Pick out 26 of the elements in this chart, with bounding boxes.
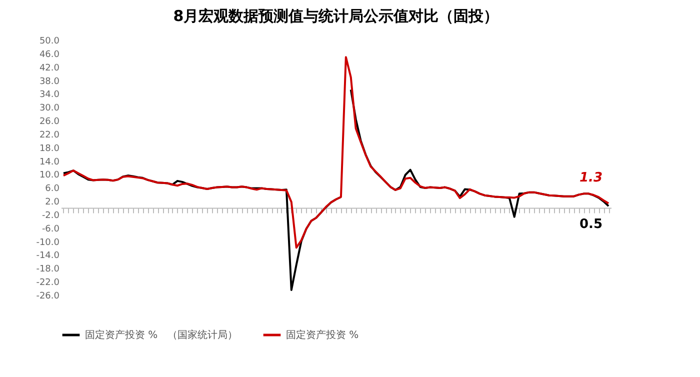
y-tick-label: 2.0 <box>45 198 60 208</box>
data-label: 1.3 <box>579 170 603 186</box>
legend-label: 固定资产投资 % <box>286 329 359 341</box>
y-tick-label: 30.0 <box>39 104 60 114</box>
y-tick-label: 34.0 <box>39 90 60 100</box>
y-tick-label: -14.0 <box>36 251 60 262</box>
y-tick-label: 6.0 <box>45 184 60 194</box>
y-tick-label: 26.0 <box>39 117 60 128</box>
y-tick-label: 18.0 <box>39 144 60 154</box>
y-tick-label: 38.0 <box>39 76 60 87</box>
y-tick-label: 46.0 <box>39 50 60 60</box>
chart-title: 8月宏观数据预测值与统计局公示值对比（固投） <box>173 7 499 25</box>
legend-label: 固定资产投资 % （国家统计局） <box>85 329 238 341</box>
y-tick-label: -26.0 <box>36 292 60 302</box>
y-tick-label: 50.0 <box>39 36 60 46</box>
y-tick-label: 42.0 <box>39 63 60 74</box>
y-tick-label: 14.0 <box>39 157 60 168</box>
y-tick-label: -22.0 <box>36 278 60 288</box>
y-tick-label: -10.0 <box>36 238 60 248</box>
line-series <box>62 56 610 249</box>
y-tick-label: 22.0 <box>39 130 60 140</box>
y-tick-label: 10.0 <box>39 170 60 181</box>
y-tick-label: -2.0 <box>42 210 60 221</box>
y-tick-label: -6.0 <box>42 224 60 234</box>
data-label: 0.5 <box>579 217 603 232</box>
y-tick-label: -18.0 <box>36 264 60 275</box>
